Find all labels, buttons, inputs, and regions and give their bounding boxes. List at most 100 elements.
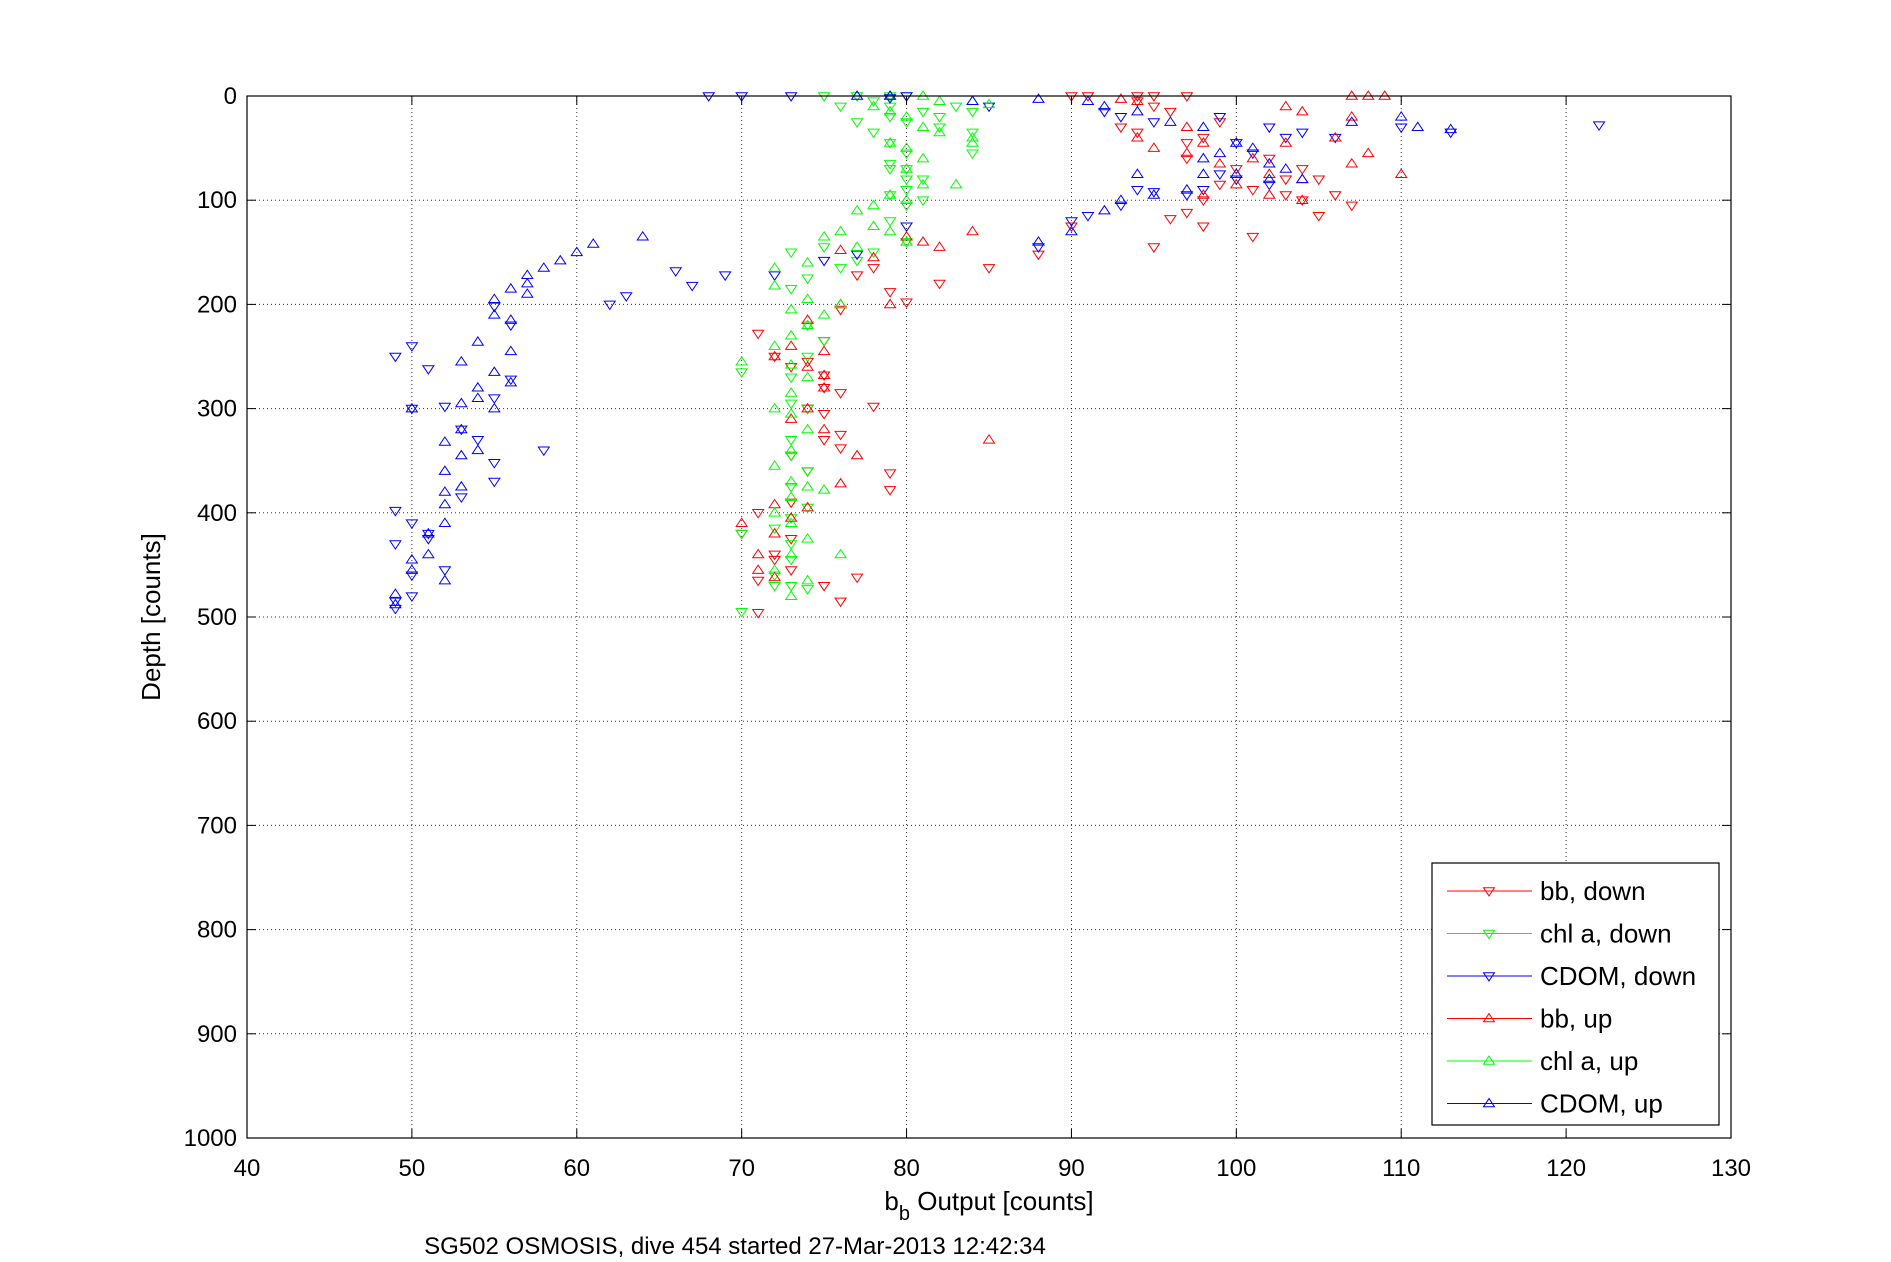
legend-marker: [1482, 1012, 1496, 1023]
data-point: [883, 159, 897, 170]
data-point: [1361, 90, 1375, 100]
data-point: [1130, 168, 1144, 178]
data-point: [817, 256, 831, 267]
data-point: [784, 498, 798, 509]
data-point: [784, 555, 798, 566]
data-point: [1345, 90, 1359, 100]
data-point: [1262, 154, 1276, 165]
data-point: [949, 102, 963, 113]
data-point: [1097, 107, 1111, 118]
data-point: [421, 527, 435, 538]
data-point: [388, 598, 402, 609]
data-point: [949, 178, 963, 189]
data-point: [784, 548, 798, 559]
series-5: [388, 90, 1458, 609]
data-point: [487, 366, 501, 376]
data-point: [735, 92, 749, 102]
data-point: [1130, 185, 1144, 196]
data-point: [388, 604, 402, 615]
data-point: [1394, 110, 1408, 121]
data-point: [685, 281, 699, 292]
data-point: [438, 402, 452, 413]
data-point: [421, 548, 435, 559]
series-4: [735, 90, 996, 600]
data-point: [1032, 93, 1045, 103]
data-point: [883, 90, 897, 100]
data-point: [438, 566, 452, 576]
series-2: [388, 92, 1606, 615]
data-point: [1279, 191, 1293, 201]
legend-marker: [1482, 972, 1496, 982]
data-point: [1229, 139, 1243, 149]
data-point: [1229, 165, 1243, 175]
data-point: [916, 178, 930, 189]
data-point: [504, 321, 518, 332]
data-point: [1196, 185, 1210, 196]
legend: bb, down chl a, down CDOM, down bb, up chl a…: [1431, 862, 1720, 1126]
data-point: [801, 274, 815, 285]
data-point: [1114, 123, 1128, 134]
data-point: [784, 482, 798, 493]
data-point: [735, 517, 749, 528]
data-point: [933, 126, 946, 137]
data-point: [454, 493, 468, 504]
data-point: [801, 314, 815, 324]
legend-label: CDOM, down: [1540, 961, 1696, 991]
data-point: [784, 517, 798, 528]
data-point: [900, 238, 913, 248]
data-point: [1262, 173, 1276, 184]
data-point: [1328, 133, 1342, 144]
data-point: [834, 225, 848, 236]
y-tick-label: 1000: [184, 1125, 237, 1152]
legend-marker: [1482, 929, 1496, 940]
data-point: [834, 597, 848, 608]
data-point: [421, 529, 435, 540]
data-point: [1246, 152, 1260, 163]
data-point: [834, 244, 848, 255]
legend-label: bb, down: [1540, 876, 1646, 906]
data-point: [817, 436, 831, 446]
data-point: [900, 298, 913, 309]
y-tick-label: 800: [197, 917, 237, 944]
legend-entry: chl a, up: [1447, 1046, 1638, 1076]
data-point: [1130, 105, 1144, 116]
data-point: [388, 540, 402, 550]
data-point: [1114, 194, 1128, 204]
data-point: [867, 251, 881, 262]
data-point: [916, 121, 930, 132]
data-point: [900, 149, 913, 160]
data-point: [1130, 97, 1144, 108]
data-point: [1279, 137, 1293, 147]
data-point: [784, 329, 798, 340]
data-point: [1246, 142, 1260, 152]
data-point: [751, 576, 765, 587]
y-tick-label: 0: [224, 83, 237, 110]
data-point: [784, 387, 798, 397]
y-tick-label: 700: [197, 812, 237, 839]
data-point: [471, 336, 485, 346]
data-point: [454, 480, 468, 491]
data-point: [603, 300, 617, 311]
data-point: [405, 402, 419, 413]
legend-label: bb, up: [1540, 1004, 1612, 1034]
data-point: [916, 196, 930, 207]
data-point: [1328, 191, 1342, 201]
data-point: [471, 392, 485, 402]
data-point: [1312, 175, 1326, 186]
data-point: [801, 467, 815, 477]
data-point: [883, 189, 897, 199]
data-point: [784, 514, 798, 524]
data-point: [883, 469, 897, 480]
data-point: [1213, 157, 1227, 168]
data-point: [438, 574, 452, 585]
data-point: [850, 449, 864, 460]
data-point: [883, 486, 897, 496]
data-point: [817, 243, 831, 253]
data-point: [867, 264, 881, 274]
data-point: [1295, 173, 1309, 184]
data-point: [1180, 92, 1194, 102]
data-point: [1147, 243, 1161, 253]
data-point: [1081, 92, 1095, 102]
legend-marker: [1482, 1097, 1496, 1108]
data-point: [867, 97, 881, 108]
